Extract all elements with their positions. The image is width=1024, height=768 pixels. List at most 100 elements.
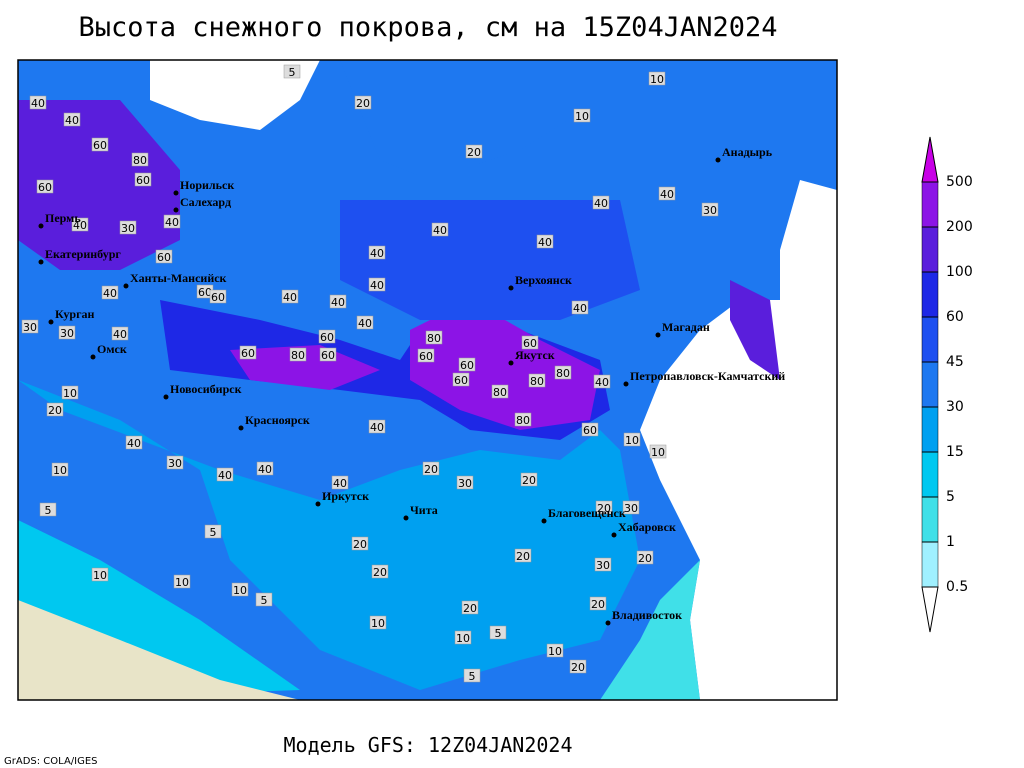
subtitle: Модель GFS: 12Z04JAN2024	[284, 733, 573, 757]
city-dot	[38, 259, 44, 265]
contour-label-box	[581, 422, 599, 437]
map-frame	[17, 59, 838, 701]
contour-label: 30	[23, 321, 37, 334]
colorbar-label: 5	[946, 489, 955, 505]
city-dot	[90, 354, 96, 360]
contour-label: 5	[210, 526, 217, 539]
contour-label: 60	[93, 139, 107, 152]
city-dot	[655, 332, 661, 338]
map-labels: 40 40 60 80 60 60 40 30 40 60 40 60 60 40 40 40 40 40 30 30…	[21, 64, 785, 683]
contour-label: 10	[233, 584, 247, 597]
contour-label: 20	[638, 552, 652, 565]
colorbar-label: 15	[946, 444, 964, 460]
contour-label: 20	[522, 474, 536, 487]
contour-label: 40	[538, 236, 552, 249]
contour-label: 60	[523, 337, 537, 350]
contour-label: 5	[261, 594, 268, 607]
contour-label-box	[573, 108, 591, 123]
contour-label-box	[283, 64, 301, 79]
contour-label: 20	[591, 598, 605, 611]
contour-label-box	[163, 214, 181, 229]
contour-label-box	[456, 475, 474, 490]
contour-label: 10	[625, 434, 639, 447]
contour-label-box	[318, 329, 336, 344]
contour-label: 40	[65, 114, 79, 127]
colorbar-label: 45	[946, 354, 964, 370]
contour-label: 60	[321, 349, 335, 362]
contour-label-box	[354, 95, 372, 110]
city-dot	[238, 425, 244, 431]
contour-label: 10	[93, 569, 107, 582]
contour-label: 60	[136, 174, 150, 187]
contour-label-box	[216, 467, 234, 482]
contour-label: 10	[371, 617, 385, 630]
city-dot	[508, 360, 514, 366]
contour-label-box	[594, 557, 612, 572]
contour-label-box	[489, 625, 507, 640]
city-dot	[163, 394, 169, 400]
contour-label: 80	[493, 386, 507, 399]
contour-label: 40	[370, 421, 384, 434]
contour-label: 10	[456, 632, 470, 645]
contour-label-box	[166, 455, 184, 470]
contour-label-box	[255, 592, 273, 607]
city-dot	[605, 620, 611, 626]
contour-label: 40	[573, 302, 587, 315]
contour-label: 40	[433, 224, 447, 237]
contour-label-box	[422, 461, 440, 476]
colorbar-top	[921, 136, 939, 183]
contour-label-box	[595, 500, 613, 515]
contour-label: 60	[211, 291, 225, 304]
contour-label: 30	[596, 559, 610, 572]
contour-label-box	[701, 202, 719, 217]
contour-label-box	[368, 245, 386, 260]
contour-label: 80	[133, 154, 147, 167]
contour-label-box	[369, 615, 387, 630]
contour-label-box	[63, 112, 81, 127]
contour-label-box	[554, 365, 572, 380]
colorbar-label: 200	[946, 219, 973, 235]
colorbar-segment	[921, 541, 939, 588]
contour-label: 60	[583, 424, 597, 437]
colorbar-segment	[921, 361, 939, 408]
contour-label: 40	[165, 216, 179, 229]
city-dot	[611, 532, 617, 538]
city-dot	[173, 190, 179, 196]
contour-label: 40	[218, 469, 232, 482]
contour-label: 40	[331, 296, 345, 309]
contour-label-box	[454, 630, 472, 645]
colorbar-segment	[921, 451, 939, 498]
contour-label-box	[461, 600, 479, 615]
city-label: Владивосток	[612, 608, 682, 622]
contour-label-box	[71, 217, 89, 232]
contour-label: 60	[38, 181, 52, 194]
contour-label: 20	[356, 97, 370, 110]
colorbar-segment	[921, 406, 939, 453]
contour-label: 40	[370, 279, 384, 292]
contour-label-box	[239, 345, 257, 360]
contour-label-box	[319, 347, 337, 362]
contour-label: 10	[175, 576, 189, 589]
contour-label: 5	[289, 66, 296, 79]
contour-label: 20	[373, 566, 387, 579]
city-label: Петропавловск-Камчатский	[630, 369, 785, 383]
city-dot	[623, 381, 629, 387]
contour-label: 40	[127, 437, 141, 450]
contour-label-box	[209, 289, 227, 304]
city-label: Курган	[55, 307, 95, 321]
city-label: Якутск	[515, 348, 555, 362]
contour-label: 20	[467, 146, 481, 159]
title: Высота снежного покрова, см на 15Z04JAN2…	[79, 12, 778, 43]
colorbar-label: 30	[946, 399, 964, 415]
contour-label-box	[125, 435, 143, 450]
city-dot	[48, 319, 54, 325]
contour-label: 20	[463, 602, 477, 615]
contour-label: 30	[703, 204, 717, 217]
contour-label-box	[329, 294, 347, 309]
contour-label-box	[155, 249, 173, 264]
contour-label-box	[623, 432, 641, 447]
contour-label-box	[91, 567, 109, 582]
city-dot	[403, 515, 409, 521]
contour-label-box	[520, 472, 538, 487]
